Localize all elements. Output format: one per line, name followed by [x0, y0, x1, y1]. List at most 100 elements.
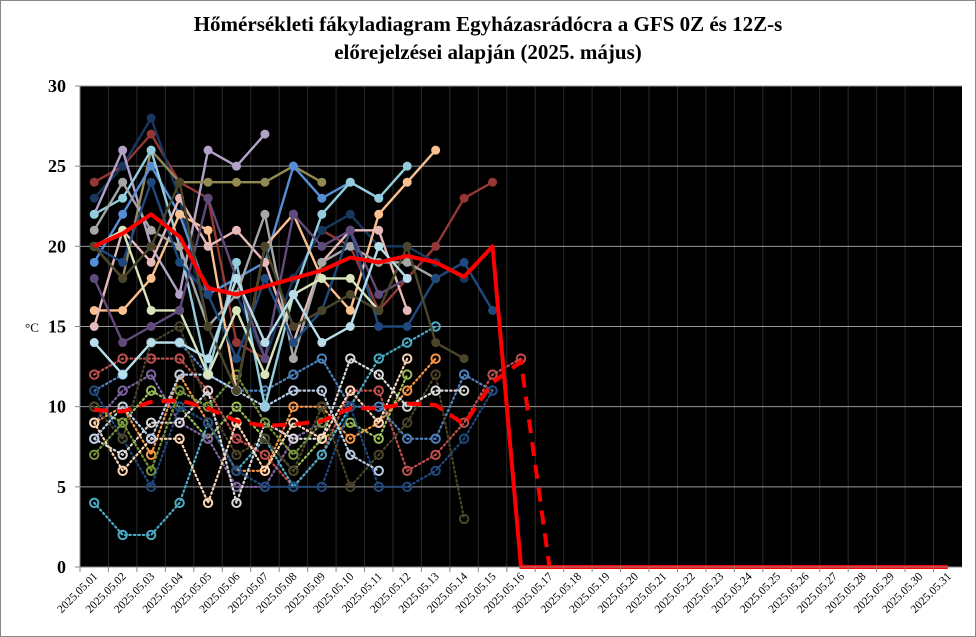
- min-member-series: [89, 321, 470, 525]
- data-point: [89, 209, 99, 219]
- data-point: [146, 225, 156, 235]
- data-point: [203, 241, 213, 251]
- data-point: [430, 385, 441, 396]
- data-point: [459, 193, 469, 203]
- data-point: [317, 241, 327, 251]
- data-point: [174, 401, 185, 412]
- data-point: [231, 401, 242, 412]
- data-point: [231, 338, 241, 348]
- min-member-series: [89, 385, 498, 493]
- y-tick-label: 20: [48, 236, 66, 256]
- data-point: [146, 322, 156, 331]
- data-point: [118, 257, 128, 267]
- max-member-series-line: [93, 195, 409, 347]
- data-point: [374, 305, 384, 315]
- data-point: [203, 322, 213, 331]
- y-tick-label: 25: [48, 156, 66, 176]
- data-point: [174, 369, 185, 380]
- data-point: [203, 145, 213, 155]
- data-point: [345, 289, 355, 299]
- data-point: [459, 354, 469, 364]
- data-point: [373, 449, 384, 460]
- data-point: [231, 433, 242, 444]
- data-point: [174, 353, 185, 364]
- data-point: [117, 385, 128, 396]
- data-point: [175, 209, 185, 219]
- data-point: [345, 481, 356, 493]
- data-point: [374, 193, 384, 203]
- data-point: [316, 401, 328, 412]
- data-point: [231, 177, 241, 187]
- data-point: [260, 354, 270, 364]
- data-point: [231, 497, 242, 509]
- data-point: [288, 433, 299, 444]
- data-point: [458, 433, 470, 444]
- min-member-series-line: [93, 357, 409, 506]
- data-point: [118, 370, 128, 380]
- data-point: [89, 177, 99, 187]
- data-point: [145, 465, 157, 476]
- data-point: [345, 209, 355, 219]
- data-point: [317, 177, 327, 187]
- data-point: [231, 449, 242, 460]
- data-point: [89, 449, 100, 460]
- data-point: [175, 305, 185, 315]
- data-point: [146, 257, 156, 267]
- data-point: [430, 449, 441, 460]
- data-point: [374, 289, 384, 299]
- data-point: [231, 305, 241, 315]
- data-point: [402, 305, 412, 315]
- data-point: [175, 177, 185, 187]
- data-point: [401, 433, 413, 444]
- data-point: [288, 465, 299, 476]
- max-member-series: [89, 177, 498, 364]
- data-point: [401, 417, 413, 428]
- data-point: [317, 257, 327, 267]
- data-point: [259, 449, 271, 460]
- data-point: [146, 338, 156, 348]
- data-point: [203, 289, 213, 299]
- data-point: [89, 322, 99, 331]
- data-point: [146, 273, 156, 283]
- y-tick-label: 5: [57, 477, 66, 497]
- data-point: [373, 481, 384, 493]
- data-point: [401, 385, 413, 396]
- data-point: [203, 193, 213, 203]
- data-point: [402, 273, 412, 283]
- data-point: [89, 417, 100, 428]
- data-point: [175, 257, 185, 267]
- data-point: [231, 161, 241, 171]
- data-point: [316, 385, 328, 396]
- data-point: [458, 385, 470, 396]
- data-point: [374, 209, 384, 219]
- chart-title-line2: előrejelzései alapján (2025. május): [334, 40, 642, 64]
- data-point: [288, 209, 298, 219]
- data-point: [146, 145, 156, 155]
- data-point: [203, 354, 213, 364]
- data-point: [174, 417, 185, 428]
- data-point: [202, 417, 214, 428]
- data-point: [203, 225, 213, 235]
- data-point: [118, 177, 128, 187]
- data-point: [89, 225, 99, 235]
- data-point: [316, 353, 328, 364]
- max-member-series: [89, 241, 412, 380]
- data-point: [316, 449, 328, 460]
- data-point: [373, 369, 384, 380]
- data-point: [146, 113, 156, 123]
- data-point: [401, 353, 413, 364]
- data-point: [345, 225, 355, 235]
- data-point: [288, 481, 299, 493]
- data-point: [202, 401, 214, 412]
- data-point: [259, 481, 271, 493]
- data-point: [288, 369, 299, 380]
- data-point: [288, 354, 298, 364]
- data-point: [203, 370, 213, 380]
- y-tick-label: 10: [48, 397, 66, 417]
- data-point: [345, 273, 355, 283]
- data-point: [345, 177, 355, 187]
- data-point: [117, 449, 128, 460]
- data-point: [89, 497, 100, 509]
- data-point: [118, 305, 128, 315]
- data-point: [373, 353, 384, 364]
